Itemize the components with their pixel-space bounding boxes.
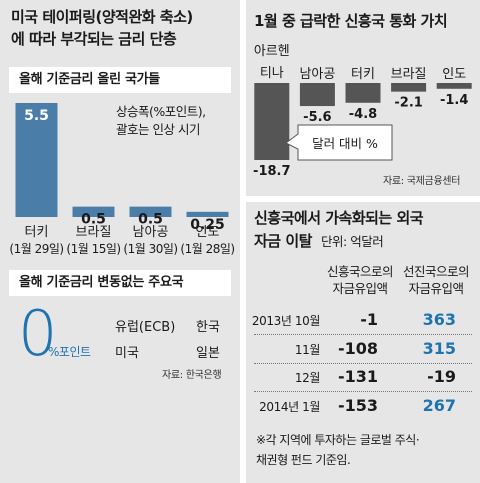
row-divider-1 — [254, 362, 472, 364]
currency-category-4-line-0: 인도 — [442, 67, 466, 82]
currency-value-label-4: -1.4 — [440, 93, 468, 108]
column-gutter — [240, 0, 246, 483]
rate-date-3: (1월 28일) — [180, 242, 234, 256]
legend-line-2: 괄호는 인상 시기 — [116, 122, 200, 137]
rate-date-1: (1월 15일) — [66, 242, 120, 256]
country-ecb: 유럽(ECB) — [115, 320, 176, 335]
rate-category-0: 터키 — [25, 225, 49, 240]
capital-title-unit: 단위: 억달러 — [321, 234, 384, 249]
row-emerging-value-2: -131 — [337, 367, 378, 386]
row-advanced-value-2: -19 — [427, 367, 456, 386]
rate-category-2: 남아공 — [133, 225, 169, 240]
rate-value-label-0: 5.5 — [24, 108, 49, 124]
callout-box: 달러 대비 % — [285, 124, 393, 161]
rate-hike-legend: 상승폭(%포인트), 괄호는 인상 시기 — [116, 103, 206, 139]
capital-title-bold: 자금 이탈 — [254, 232, 312, 250]
country-korea: 한국 — [196, 320, 220, 335]
rate-category-3: 인도 — [196, 225, 220, 240]
country-usa: 미국 — [115, 346, 139, 361]
rate-value-label-3: 0.25 — [190, 217, 225, 233]
left-title: 미국 테이퍼링(양적완화 축소) 에 따라 부각되는 금리 단층 — [11, 6, 193, 50]
callout-shape — [285, 124, 393, 161]
currency-bar-0 — [254, 83, 290, 160]
right-bottom-panel — [246, 202, 480, 483]
rate-unchanged-header: 올해 기준금리 변동없는 주요국 — [9, 270, 231, 296]
currency-category-0-line-1: 티나 — [260, 66, 284, 81]
row-advanced-value-3: 267 — [422, 395, 456, 415]
rate-bar-0 — [15, 103, 58, 217]
row-label-2: 12월 — [294, 371, 321, 385]
col-header-advanced: 선진국으로의 자금유입액 — [392, 263, 480, 297]
currency-source: 자료: 국제금융센터 — [383, 176, 461, 187]
row-emerging-value-0: -1 — [360, 310, 378, 329]
row-label-3: 2014년 1월 — [259, 399, 320, 414]
row-emerging-value-1: -108 — [337, 338, 378, 358]
row-advanced-value-0: 363 — [422, 310, 456, 329]
rate-bar-3 — [186, 211, 229, 217]
row-divider-2 — [254, 391, 472, 392]
rate-hike-header: 올해 기준금리 올린 국가들 — [9, 67, 231, 93]
footnote: ※각 지역에 투자하는 글로벌 주식· 채권형 펀드 기준임. — [256, 430, 420, 470]
currency-bar-3 — [391, 83, 427, 92]
col-header-advanced-line-1: 선진국으로의 — [402, 264, 470, 279]
rate-date-2: (1월 30일) — [123, 242, 177, 256]
footnote-line-1: ※각 지역에 투자하는 글로벌 주식· — [256, 433, 420, 447]
row-emerging-value-3: -153 — [337, 395, 378, 415]
row-advanced-value-1: 315 — [422, 338, 456, 358]
legend-line-1: 상승폭(%포인트), — [116, 104, 206, 119]
currency-bar-1 — [299, 83, 335, 107]
left-title-line-1: 미국 테이퍼링(양적완화 축소) — [11, 8, 193, 26]
col-header-emerging: 신흥국으로의 자금유입액 — [316, 263, 404, 297]
currency-value-label-0: -18.7 — [253, 164, 290, 179]
row-label-0: 2013년 10월 — [251, 314, 321, 328]
panel-divider — [246, 196, 480, 202]
rate-bar-1 — [72, 206, 115, 217]
rate-value-label-2: 0.5 — [138, 212, 163, 228]
left-source: 자료: 한국은행 — [162, 370, 222, 381]
currency-value-label-3: -2.1 — [394, 96, 422, 111]
currency-category-1-line-0: 남아공 — [299, 67, 335, 82]
currency-category-3-line-0: 브라질 — [391, 67, 427, 82]
currency-bar-4 — [436, 83, 472, 89]
zero-value: 0 — [18, 297, 58, 370]
left-title-line-2: 에 따라 부각되는 금리 단층 — [11, 30, 177, 48]
currency-category-0-line-0: 아르헨 — [254, 44, 290, 59]
currency-value-label-1: -5.6 — [303, 110, 331, 125]
currency-bar-2 — [345, 83, 381, 103]
rate-value-label-1: 0.5 — [81, 212, 106, 228]
col-header-advanced-line-2: 자금유입액 — [408, 281, 464, 296]
capital-title-line-1: 신흥국에서 가속화되는 외국 — [254, 209, 424, 227]
rate-category-1: 브라질 — [76, 225, 112, 240]
rate-date-0: (1월 29일) — [9, 242, 63, 256]
col-header-emerging-line-2: 자금유입액 — [332, 281, 388, 296]
zero-unit: %포인트 — [48, 345, 91, 359]
currency-value-label-2: -4.8 — [349, 107, 377, 122]
currency-category-2-line-0: 터키 — [351, 67, 375, 82]
footnote-line-2: 채권형 펀드 기준임. — [256, 453, 351, 467]
row-label-1: 11월 — [294, 342, 321, 357]
currency-title: 1월 중 급락한 신흥국 통화 가치 — [254, 12, 448, 30]
row-divider-0 — [254, 334, 472, 335]
callout-text: 달러 대비 % — [312, 136, 378, 151]
country-japan: 일본 — [196, 346, 220, 361]
capital-title-line-2: 자금 이탈 단위: 억달러 — [254, 230, 384, 253]
rate-bar-2 — [129, 206, 172, 217]
col-header-emerging-line-1: 신흥국으로의 — [326, 264, 394, 279]
